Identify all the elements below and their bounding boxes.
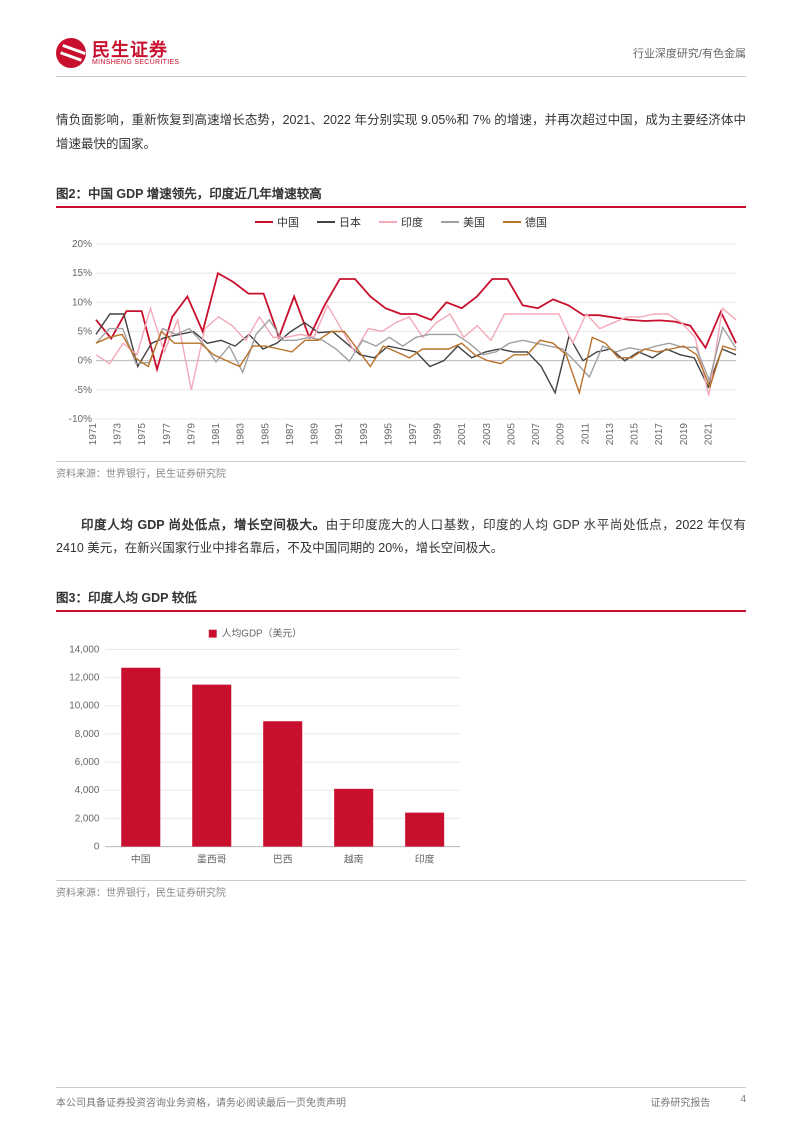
svg-text:20%: 20%: [72, 239, 92, 250]
svg-text:越南: 越南: [344, 852, 364, 865]
svg-text:1993: 1993: [359, 422, 370, 445]
chart3-source: 资料来源：世界银行，民生证券研究院: [56, 880, 746, 899]
svg-text:1977: 1977: [162, 422, 173, 445]
page-number: 4: [740, 1094, 746, 1109]
chart3-svg: 人均GDP（美元） 0 2,000 4,000 6,000 8,000 10,000 12,0…: [56, 618, 470, 878]
svg-text:2001: 2001: [457, 422, 468, 445]
svg-text:2021: 2021: [703, 422, 714, 445]
svg-text:14,000: 14,000: [69, 644, 100, 655]
svg-text:1979: 1979: [186, 422, 197, 445]
svg-text:0: 0: [94, 842, 100, 853]
chart2-source: 资料来源：世界银行，民生证券研究院: [56, 461, 746, 480]
svg-text:10,000: 10,000: [69, 701, 100, 712]
svg-text:10%: 10%: [72, 297, 92, 308]
chart3-title: 图3：印度人均 GDP 较低: [56, 587, 746, 612]
chart2-svg: -10%-5%0%5%10%15%20%19711973197519771979…: [56, 234, 746, 454]
svg-text:1973: 1973: [113, 422, 124, 445]
svg-text:2007: 2007: [531, 422, 542, 445]
svg-text:12,000: 12,000: [69, 673, 100, 684]
svg-text:1989: 1989: [310, 422, 321, 445]
paragraph-1: 情负面影响，重新恢复到高速增长态势，2021、2022 年分别实现 9.05%和…: [56, 109, 746, 157]
chart2-legend: 中国 日本 印度 美国 德国: [56, 214, 746, 230]
svg-text:2013: 2013: [605, 422, 616, 445]
svg-text:2005: 2005: [506, 422, 517, 445]
chart2-legend-item: 中国: [255, 214, 299, 230]
svg-text:1975: 1975: [137, 422, 148, 445]
svg-text:墨西哥: 墨西哥: [197, 853, 227, 865]
svg-text:2019: 2019: [679, 422, 690, 445]
svg-text:6,000: 6,000: [75, 757, 100, 768]
chart2-legend-item: 日本: [317, 214, 361, 230]
svg-text:1987: 1987: [285, 422, 296, 445]
svg-text:1981: 1981: [211, 422, 222, 445]
svg-text:0%: 0%: [78, 355, 93, 366]
svg-text:-5%: -5%: [74, 384, 92, 395]
chart2-title: 图2：中国 GDP 增速领先，印度近几年增速较高: [56, 183, 746, 208]
svg-text:4,000: 4,000: [75, 785, 100, 796]
chart2-block: 图2：中国 GDP 增速领先，印度近几年增速较高 中国日本印度美国德国 -10%…: [56, 183, 746, 480]
svg-text:2015: 2015: [630, 422, 641, 445]
svg-text:1995: 1995: [383, 422, 394, 445]
svg-text:1991: 1991: [334, 422, 345, 445]
chart2-legend-item: 印度: [379, 214, 423, 230]
svg-text:15%: 15%: [72, 268, 92, 279]
page-header: 民生证券 MINSHENG SECURITIES 行业深度研究/有色金属: [56, 38, 746, 77]
paragraph-2: 印度人均 GDP 尚处低点，增长空间极大。由于印度庞大的人口基数，印度的人均 G…: [56, 514, 746, 562]
svg-text:巴西: 巴西: [273, 853, 293, 865]
svg-text:1983: 1983: [236, 422, 247, 445]
chart3-block: 图3：印度人均 GDP 较低 人均GDP（美元） 0 2,000 4,000 6,000…: [56, 587, 746, 899]
logo-text-cn: 民生证券: [92, 41, 179, 59]
footer-disclaimer: 本公司具备证券投资咨询业务资格，请务必阅读最后一页免责声明: [56, 1094, 346, 1109]
footer-report-type: 证券研究报告: [650, 1094, 710, 1109]
svg-text:2009: 2009: [556, 422, 567, 445]
page-footer: 本公司具备证券投资咨询业务资格，请务必阅读最后一页免责声明 证券研究报告 4: [56, 1087, 746, 1109]
svg-text:2003: 2003: [482, 422, 493, 445]
brand-logo: 民生证券 MINSHENG SECURITIES: [56, 38, 179, 68]
svg-text:8,000: 8,000: [75, 729, 100, 740]
svg-text:1999: 1999: [433, 422, 444, 445]
svg-text:1971: 1971: [88, 422, 99, 445]
logo-icon: [56, 38, 86, 68]
svg-text:1997: 1997: [408, 422, 419, 445]
chart2-legend-item: 德国: [503, 214, 547, 230]
svg-text:5%: 5%: [78, 326, 93, 337]
svg-text:人均GDP（美元）: 人均GDP（美元）: [222, 627, 302, 640]
svg-text:中国: 中国: [131, 852, 151, 865]
breadcrumb: 行业深度研究/有色金属: [633, 45, 746, 61]
para2-bold: 印度人均 GDP 尚处低点，增长空间极大。: [81, 518, 326, 532]
svg-text:2011: 2011: [580, 422, 591, 444]
svg-text:印度: 印度: [415, 852, 435, 865]
svg-text:1985: 1985: [260, 422, 271, 445]
svg-text:2,000: 2,000: [75, 813, 100, 824]
svg-text:2017: 2017: [654, 422, 665, 445]
chart2-legend-item: 美国: [441, 214, 485, 230]
logo-text-en: MINSHENG SECURITIES: [92, 59, 179, 66]
